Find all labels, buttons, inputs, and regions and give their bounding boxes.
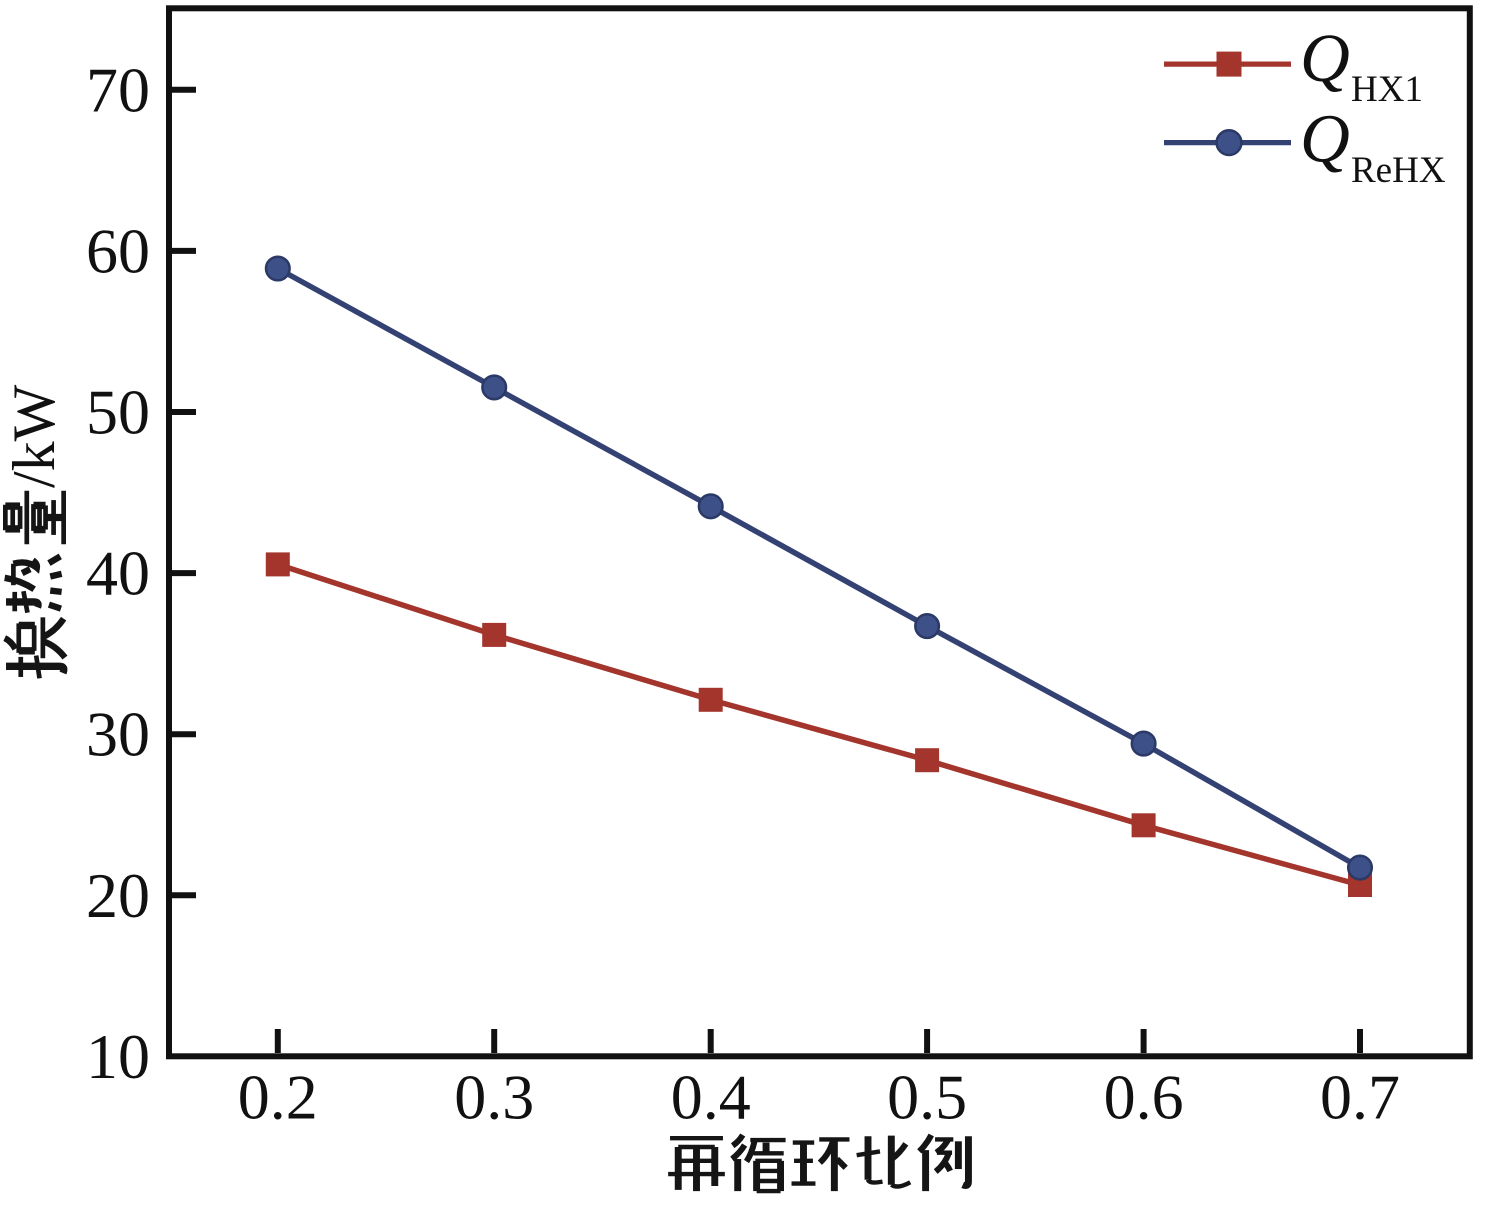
svg-text:40: 40 bbox=[86, 538, 150, 609]
svg-text:0.6: 0.6 bbox=[1104, 1061, 1184, 1132]
svg-text:Q: Q bbox=[1300, 101, 1350, 177]
svg-text:20: 20 bbox=[86, 860, 150, 931]
svg-text:0.2: 0.2 bbox=[238, 1061, 318, 1132]
svg-text:Q: Q bbox=[1300, 20, 1350, 96]
svg-text:/kW: /kW bbox=[1, 384, 67, 488]
svg-text:ReHX: ReHX bbox=[1351, 150, 1446, 191]
svg-text:70: 70 bbox=[86, 54, 150, 125]
svg-text:10: 10 bbox=[86, 1021, 150, 1092]
svg-text:0.7: 0.7 bbox=[1320, 1061, 1400, 1132]
svg-text:0.4: 0.4 bbox=[671, 1061, 751, 1132]
svg-text:50: 50 bbox=[86, 377, 150, 448]
svg-text:30: 30 bbox=[86, 699, 150, 770]
svg-text:HX1: HX1 bbox=[1351, 69, 1423, 110]
svg-text:0.5: 0.5 bbox=[887, 1061, 967, 1132]
svg-text:60: 60 bbox=[86, 215, 150, 286]
svg-text:0.3: 0.3 bbox=[454, 1061, 534, 1132]
